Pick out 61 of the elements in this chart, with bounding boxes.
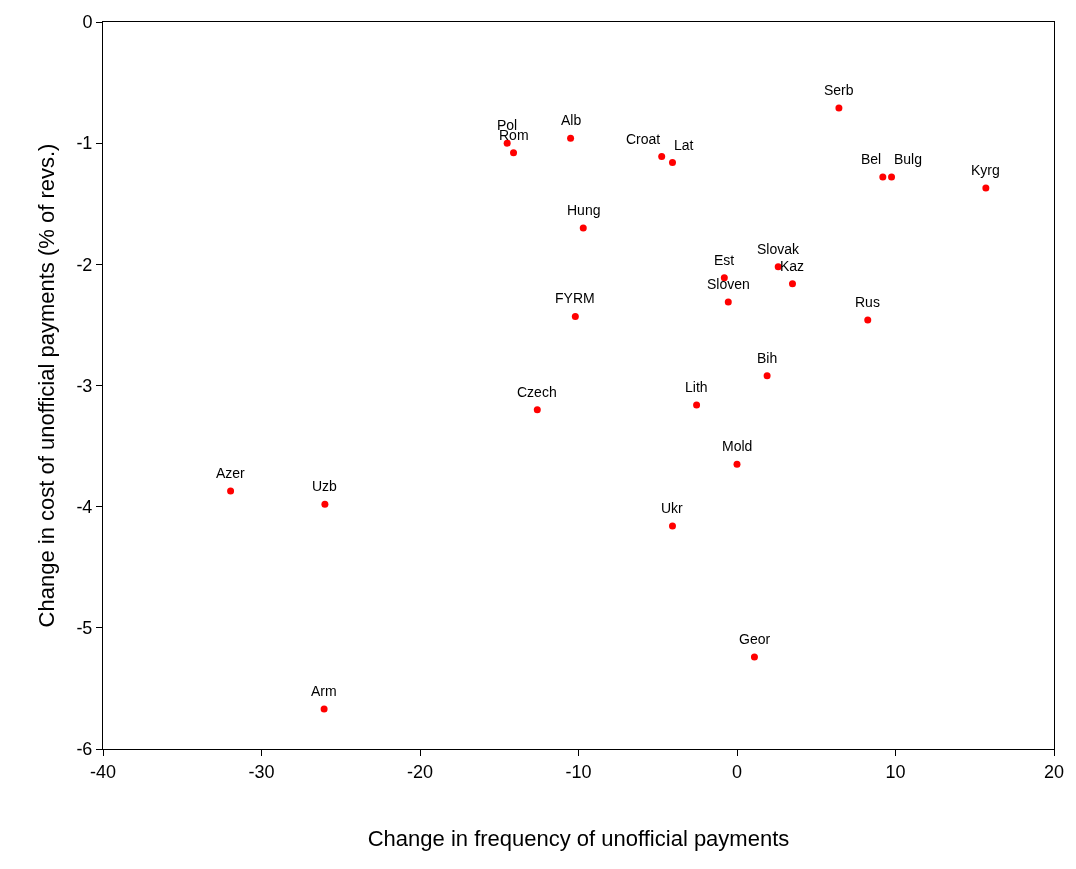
annotation: Croat	[626, 131, 661, 147]
x-tick-label: -30	[248, 761, 275, 782]
annotation: Lat	[674, 137, 694, 153]
point	[835, 104, 843, 112]
y-tick-label: -5	[76, 618, 93, 639]
x-tick-label: -10	[565, 761, 592, 782]
point	[982, 184, 990, 192]
point	[533, 406, 541, 414]
point	[321, 500, 329, 508]
y-tick-label: -6	[76, 739, 93, 760]
point	[658, 153, 666, 160]
annotation: Hung	[567, 202, 601, 218]
annotation: Bih	[757, 350, 778, 366]
x-tick-label: 10	[885, 761, 906, 782]
point	[788, 280, 796, 288]
point	[668, 522, 676, 530]
point	[579, 224, 587, 232]
annotation: Est	[714, 252, 735, 268]
y-tick-label: -3	[76, 375, 93, 396]
annotation: Uzb	[312, 478, 338, 494]
annotation: Alb	[561, 112, 582, 128]
point	[750, 653, 758, 661]
y-tick-label: -2	[76, 254, 93, 275]
y-tick-label: 0	[82, 12, 93, 33]
point	[864, 316, 872, 324]
point	[510, 149, 518, 157]
annotation: Kyrg	[971, 162, 1000, 178]
annotation: Serb	[824, 82, 854, 98]
point	[763, 372, 771, 380]
x-tick-label: -20	[406, 761, 434, 782]
annotation: Lith	[685, 379, 708, 395]
point	[693, 401, 701, 409]
point	[227, 487, 235, 495]
annotation: Azer	[216, 465, 246, 481]
annotation: Bulg	[894, 151, 923, 167]
annotation: Sloven	[707, 276, 750, 292]
point	[888, 173, 896, 181]
annotation: Arm	[311, 683, 337, 699]
point	[733, 460, 741, 468]
annotation: Slovak	[757, 241, 801, 257]
x-axis-title: Change in frequency of unofficial payments	[367, 826, 790, 852]
point	[571, 312, 579, 320]
x-tick-label: 20	[1043, 761, 1065, 782]
y-tick-label: -4	[76, 496, 93, 517]
annotation: FYRM	[555, 290, 595, 306]
x-tick-label: -40	[89, 761, 117, 782]
annotation: Kaz	[780, 258, 805, 274]
point	[320, 705, 328, 713]
annotation: Geor	[739, 631, 771, 647]
point	[668, 159, 676, 167]
annotation: Ukr	[661, 500, 684, 516]
x-tick-label: 0	[731, 761, 743, 782]
y-tick-label: -1	[76, 133, 93, 154]
point	[879, 173, 887, 181]
annotation: Czech	[517, 384, 557, 400]
annotation: Mold	[722, 438, 753, 454]
annotation: Rus	[855, 294, 880, 310]
annotation: Bel	[861, 151, 882, 167]
point	[724, 298, 732, 306]
point	[567, 134, 575, 142]
y-axis-title: Change in cost of unofficial payments (% of revs.)	[34, 143, 60, 628]
